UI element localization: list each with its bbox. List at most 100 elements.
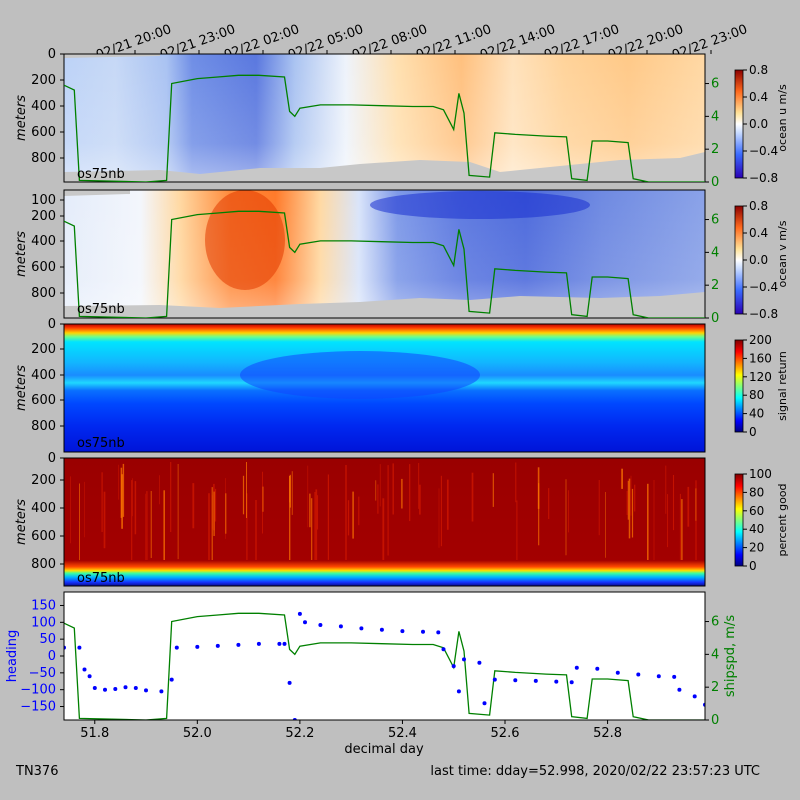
- colorbar-tick-label: 40: [749, 522, 764, 536]
- heading-point: [400, 629, 405, 634]
- heading-point: [574, 665, 579, 670]
- colorbar-tick-label: 160: [749, 351, 772, 365]
- x-axis-label: decimal day: [344, 742, 424, 757]
- x-tick-label: 52.8: [593, 726, 622, 741]
- heading-point: [236, 642, 241, 647]
- heading-point: [92, 686, 97, 690]
- last-time-label: last time: dday=52.998, 2020/02/22 23:57…: [430, 764, 760, 779]
- shipspd-tick-label: 4: [711, 647, 719, 662]
- heading-tick-label: 100: [31, 615, 56, 630]
- colorbar-tick-label: 0.4: [749, 226, 768, 240]
- shipspd-line: [64, 210, 705, 318]
- ocean-u-depth-shading: [64, 54, 705, 182]
- shipspd-tick-label: 2: [711, 142, 719, 157]
- ocean-v-frame: [63, 189, 706, 319]
- percent-good-heatmap: [64, 458, 705, 586]
- shipspd-tick-label: 4: [711, 245, 719, 260]
- heading-point: [595, 666, 600, 671]
- cruise-id: TN376: [16, 764, 59, 779]
- colorbar-tick-label: −0.8: [749, 171, 778, 185]
- heading-ylabel: heading: [5, 630, 20, 683]
- colorbar-tick-label: 0.8: [749, 199, 768, 213]
- y-tick-label: 100: [31, 193, 56, 208]
- y-tick-label: 600: [31, 529, 56, 544]
- ocean-v-colorbar: [734, 205, 744, 315]
- heading-point: [159, 689, 164, 694]
- heading-point: [256, 641, 261, 646]
- shipspd-tick-label: 4: [711, 109, 719, 124]
- signal-return-frame: [63, 323, 706, 453]
- percent-good-ylabel: meters: [14, 499, 29, 545]
- heading-point: [692, 694, 697, 699]
- signal-return-dark-patch: [240, 351, 480, 399]
- heading-point: [195, 644, 200, 649]
- heading-point: [482, 701, 487, 706]
- colorbar-tick-label: 0: [749, 425, 757, 439]
- heading-point: [359, 626, 364, 631]
- x-tick-label: 52.4: [388, 726, 417, 741]
- colorbar-tick-label: 0.4: [749, 90, 768, 104]
- heading-point: [477, 660, 482, 665]
- x-tick-label: 52.2: [285, 726, 314, 741]
- heading-point: [174, 645, 179, 650]
- signal-return-instrument-label: os75nb: [77, 436, 125, 451]
- colorbar-tick-label: 0.8: [749, 63, 768, 77]
- ocean-v-nodata-top: [64, 190, 130, 196]
- percent-good-frame: [63, 457, 706, 587]
- ocean-v-core-red: [205, 190, 285, 290]
- ocean-u-panel: 0 200 400 600 800 0 2 4 6 meters os75nb 0.8 0.4 0…: [14, 47, 789, 190]
- y-tick-label: 600: [31, 125, 56, 140]
- signal-return-ylabel: meters: [14, 365, 29, 411]
- colorbar-tick-label: 120: [749, 370, 772, 384]
- heading-point: [533, 678, 538, 683]
- heading-tick-label: −50: [29, 666, 56, 681]
- shipspd-line: [64, 74, 705, 182]
- shipspd-tick-label: 0: [711, 175, 719, 190]
- shipspd-tick-label: 2: [711, 680, 719, 695]
- signal-return-colorbar: [734, 339, 744, 433]
- colorbar-tick-label: −0.4: [749, 144, 778, 158]
- x-tick-label: 52.0: [183, 726, 212, 741]
- heading-point: [77, 645, 82, 650]
- colorbar-tick-label: 0: [749, 559, 757, 573]
- heading-point: [277, 641, 282, 646]
- heading-point: [215, 643, 220, 648]
- ocean-v-instrument-label: os75nb: [77, 302, 125, 317]
- colorbar-tick-label: 100: [749, 467, 772, 481]
- heading-tick-label: −100: [20, 683, 56, 698]
- heading-point: [672, 674, 677, 679]
- percent-good-instrument-label: os75nb: [77, 571, 125, 586]
- shipspd-tick-label: 6: [711, 213, 719, 228]
- y-tick-label: 800: [31, 286, 56, 301]
- heading-shipspd-panel: 150 100 50 0 −50 −100 −150 6 4 2 0 51.8 52.0 52.2 52…: [5, 591, 738, 757]
- ocean-u-ylabel: meters: [14, 95, 29, 141]
- heading-point: [636, 672, 641, 677]
- ocean-u-frame: [63, 53, 706, 183]
- heading-point: [451, 664, 456, 669]
- y-tick-label: 800: [31, 151, 56, 166]
- y-tick-label: 400: [31, 501, 56, 516]
- heading-point: [554, 679, 559, 684]
- ocean-u-colorbar: [734, 69, 744, 179]
- heading-tick-label: 0: [48, 649, 56, 664]
- heading-point: [569, 680, 574, 685]
- shipspd-ylabel: shipspd, m/s: [723, 615, 738, 697]
- colorbar-tick-label: 60: [749, 504, 764, 518]
- colorbar-tick-label: −0.4: [749, 280, 778, 294]
- colorbar-tick-label: 80: [749, 388, 764, 402]
- x-tick-label: 52.6: [491, 726, 520, 741]
- heading-tick-label: −150: [20, 700, 56, 715]
- heading-point: [297, 611, 302, 616]
- y-tick-label: 200: [31, 342, 56, 357]
- y-tick-label: 200: [31, 73, 56, 88]
- heading-point: [513, 678, 518, 683]
- colorbar-tick-label: 20: [749, 541, 764, 555]
- colorbar-tick-label: −0.8: [749, 307, 778, 321]
- shipspd-tick-label: 0: [711, 713, 719, 728]
- colorbar-tick-label: 0.0: [749, 253, 768, 267]
- heading-point: [87, 674, 92, 679]
- y-tick-label: 800: [31, 557, 56, 572]
- ocean-v-nodata-region: [64, 292, 705, 318]
